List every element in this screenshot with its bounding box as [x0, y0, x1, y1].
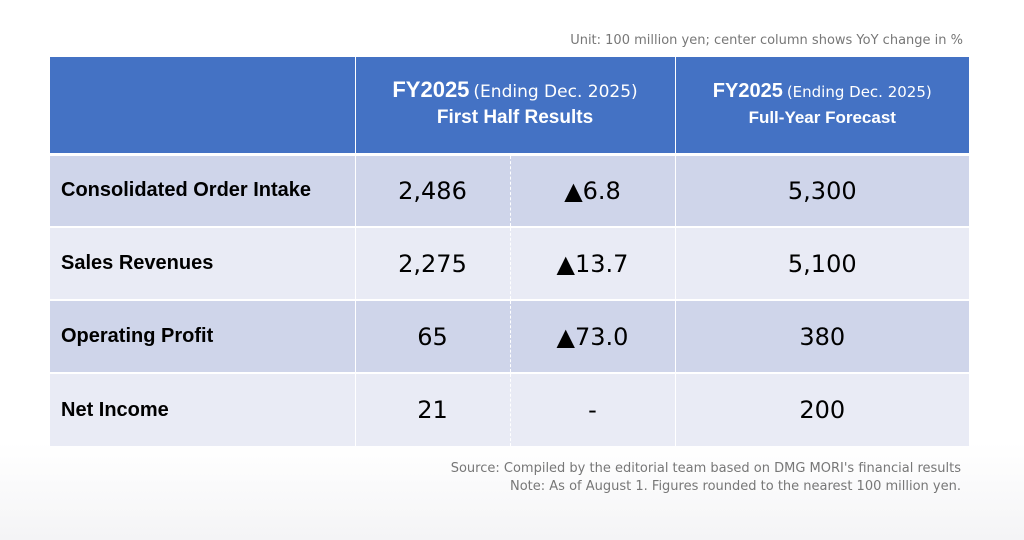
table-header-row: FY2025 (Ending Dec. 2025) First Half Resu…	[50, 57, 970, 154]
first-half-value: 65	[355, 299, 511, 373]
yoy-change-value: ▲6.8	[510, 152, 676, 227]
source-line: Source: Compiled by the editorial team b…	[450, 461, 961, 476]
full-year-value: 5,300	[675, 152, 970, 227]
first-half-value: 2,486	[355, 152, 511, 227]
table-row-net-income: Net Income 21 - 200	[50, 372, 970, 446]
table-row-sales-revenues: Sales Revenues 2,275 ▲13.7 5,100	[50, 226, 970, 300]
header-first-half: FY2025 (Ending Dec. 2025) First Half Resu…	[355, 57, 676, 154]
source-notes: Source: Compiled by the editorial team b…	[451, 460, 961, 496]
row-label: Net Income	[50, 372, 356, 446]
results-table: FY2025 (Ending Dec. 2025) First Half Resu…	[50, 57, 970, 446]
header-full-year-ending: (Ending Dec. 2025)	[786, 82, 932, 101]
full-year-value: 5,100	[675, 226, 970, 300]
header-first-half-fy: FY2025	[392, 77, 470, 103]
full-year-value: 380	[675, 299, 970, 373]
header-first-half-ending: (Ending Dec. 2025)	[473, 82, 638, 103]
header-full-year-fy: FY2025	[712, 79, 783, 102]
row-label: Consolidated Order Intake	[50, 152, 356, 227]
yoy-change-value: -	[510, 372, 676, 446]
table-row-operating-profit: Operating Profit 65 ▲73.0 380	[50, 299, 970, 373]
table-row-order-intake: Consolidated Order Intake 2,486 ▲6.8 5,3…	[50, 152, 970, 227]
note-line: Note: As of August 1. Figures rounded to…	[510, 479, 961, 494]
row-label: Operating Profit	[50, 299, 356, 373]
header-full-year-title: Full-Year Forecast	[748, 107, 896, 127]
unit-note: Unit: 100 million yen; center column sho…	[570, 33, 963, 48]
header-first-half-title: First Half Results	[436, 107, 594, 129]
first-half-value: 21	[355, 372, 511, 446]
yoy-change-value: ▲73.0	[510, 299, 676, 373]
yoy-change-value: ▲13.7	[510, 226, 676, 300]
header-full-year: FY2025 (Ending Dec. 2025) Full-Year Forec…	[675, 57, 970, 154]
full-year-value: 200	[675, 372, 970, 446]
row-label: Sales Revenues	[50, 226, 356, 300]
first-half-value: 2,275	[355, 226, 511, 300]
header-corner-cell	[50, 57, 356, 154]
